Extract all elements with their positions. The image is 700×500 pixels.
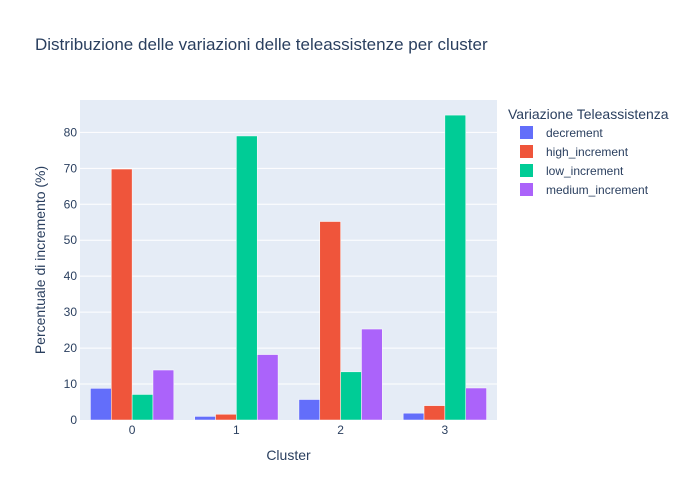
bar-decrement-cluster-0[interactable] [90,388,112,421]
bar-low_increment-cluster-0[interactable] [131,394,154,421]
x-tick-label: 1 [233,423,240,437]
y-tick-label: 70 [64,161,78,175]
legend-swatch-decrement[interactable] [520,126,533,139]
x-axis-ticks: 0 1 2 3 [129,423,449,437]
legend-label-medium_increment[interactable]: medium_increment [546,183,649,197]
bar-high_increment-cluster-2[interactable] [319,221,341,421]
bar-high_increment-cluster-3[interactable] [423,405,446,421]
x-axis-title: Cluster [266,447,311,463]
y-tick-label: 80 [64,125,78,139]
bars [90,114,487,421]
y-tick-label: 0 [70,413,77,427]
y-tick-label: 10 [64,377,78,391]
bar-decrement-cluster-1[interactable] [194,416,216,421]
bar-low_increment-cluster-2[interactable] [340,371,362,421]
bar-high_increment-cluster-0[interactable] [111,168,133,421]
legend-label-low_increment[interactable]: low_increment [546,164,624,178]
legend-swatch-low_increment[interactable] [520,164,533,177]
bar-decrement-cluster-2[interactable] [298,399,321,421]
y-tick-label: 50 [64,233,78,247]
x-tick-label: 0 [129,423,136,437]
bar-high_increment-cluster-1[interactable] [215,413,237,421]
bar-medium_increment-cluster-0[interactable] [152,369,175,421]
bar-medium_increment-cluster-3[interactable] [465,387,487,421]
y-tick-label: 40 [64,269,78,283]
legend-swatch-medium_increment[interactable] [520,183,533,196]
y-axis-title: Percentuale di incremento (%) [32,166,48,354]
legend-swatch-high_increment[interactable] [520,145,533,158]
y-tick-label: 20 [64,341,78,355]
bar-low_increment-cluster-1[interactable] [236,135,258,421]
legend-title: Variazione Teleassistenza [508,106,669,122]
y-tick-label: 60 [64,197,78,211]
legend: Variazione Teleassistenza decrement high_… [508,106,669,197]
bar-decrement-cluster-3[interactable] [402,412,425,421]
chart-title: Distribuzione delle variazioni delle tel… [35,35,488,54]
bar-low_increment-cluster-3[interactable] [444,114,466,421]
x-tick-label: 2 [337,423,344,437]
y-axis-ticks: 0 10 20 30 40 50 60 70 80 [64,125,78,427]
plot-area [80,100,497,420]
grid-lines [80,131,497,385]
legend-label-high_increment[interactable]: high_increment [546,145,629,159]
bar-medium_increment-cluster-1[interactable] [256,354,279,421]
legend-label-decrement[interactable]: decrement [546,126,603,140]
bar-medium_increment-cluster-2[interactable] [361,328,383,421]
y-tick-label: 30 [64,305,78,319]
x-tick-label: 3 [442,423,449,437]
